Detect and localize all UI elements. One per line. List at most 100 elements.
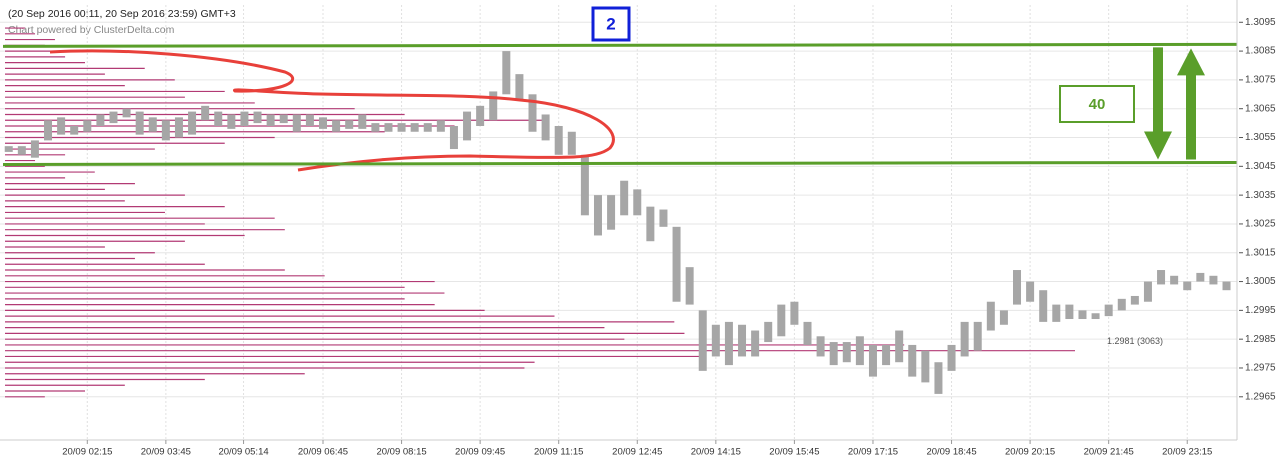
price-bar <box>1078 310 1087 320</box>
price-bar <box>476 105 485 126</box>
y-tick-label: 1.3005 <box>1245 276 1276 287</box>
price-bar <box>1143 281 1152 302</box>
price-bar <box>489 91 498 121</box>
price-bar <box>201 105 210 121</box>
price-bar <box>266 114 275 126</box>
price-bar <box>934 362 943 394</box>
price-bar <box>868 344 877 377</box>
y-tick-label: 1.2995 <box>1245 305 1276 316</box>
price-bar <box>738 324 747 357</box>
price-bar <box>633 189 642 216</box>
level-line <box>2 42 1238 48</box>
price-bar <box>240 111 249 126</box>
price-bar <box>986 301 995 331</box>
price-bar <box>292 114 301 132</box>
price-bar <box>895 330 904 363</box>
price-bar <box>1013 270 1022 305</box>
range-label: 40 <box>1089 96 1106 113</box>
price-bar <box>685 267 694 305</box>
price-bar <box>1209 275 1218 285</box>
x-tick-label: 20/09 14:15 <box>691 447 741 456</box>
price-bar <box>646 206 655 242</box>
price-bars <box>4 51 1231 394</box>
price-bar <box>672 226 681 302</box>
price-bar <box>436 120 445 132</box>
price-bar <box>305 114 314 126</box>
x-tick-label: 20/09 20:15 <box>1005 447 1055 456</box>
price-bar <box>449 125 458 150</box>
chart-title: (20 Sep 2016 00:11, 20 Sep 2016 23:59) G… <box>8 8 236 20</box>
x-tick-label: 20/09 08:15 <box>376 447 426 456</box>
price-bar <box>1065 304 1074 320</box>
price-bar <box>1157 270 1166 285</box>
x-tick-label: 20/09 17:15 <box>848 447 898 456</box>
y-tick-label: 1.3045 <box>1245 161 1276 172</box>
price-bar <box>816 336 825 357</box>
price-bar <box>371 123 380 132</box>
y-tick-label: 1.3065 <box>1245 103 1276 114</box>
price-bar <box>842 342 851 363</box>
price-bar <box>1170 275 1179 285</box>
price-bar <box>973 321 982 351</box>
y-tick-label: 1.3085 <box>1245 46 1276 57</box>
price-bar <box>908 344 917 377</box>
y-tick-label: 1.2985 <box>1245 334 1276 345</box>
price-bar <box>358 114 367 129</box>
price-bar <box>829 342 838 366</box>
price-bar <box>1091 313 1100 320</box>
price-bar <box>1183 281 1192 291</box>
price-bar <box>580 154 589 216</box>
down-arrow <box>1144 47 1172 160</box>
price-bar <box>148 117 157 132</box>
price-bar <box>1104 304 1113 317</box>
price-bar <box>227 114 236 129</box>
poc-label: 1.2981 (3063) <box>1107 336 1163 346</box>
price-bar <box>567 131 576 155</box>
y-tick-label: 1.3095 <box>1245 17 1276 28</box>
price-bar <box>1039 290 1048 322</box>
x-tick-label: 20/09 11:15 <box>534 447 583 456</box>
price-bar <box>764 321 773 343</box>
price-bar <box>620 180 629 216</box>
price-bar <box>790 301 799 325</box>
price-bar <box>17 146 26 155</box>
x-tick-label: 20/09 21:45 <box>1084 447 1134 456</box>
range-box <box>1059 85 1135 123</box>
price-bar <box>30 140 39 158</box>
number-label: 2 <box>606 14 615 33</box>
price-bar <box>44 120 53 141</box>
price-bar <box>855 336 864 366</box>
price-bar <box>659 209 668 227</box>
price-bar <box>1026 281 1035 302</box>
y-tick-label: 1.3055 <box>1245 132 1276 143</box>
price-bar <box>554 125 563 155</box>
price-bar <box>724 321 733 366</box>
price-bar <box>83 120 92 132</box>
price-bar <box>188 111 197 135</box>
price-bar <box>921 350 930 383</box>
price-bar <box>345 120 354 129</box>
level-line <box>2 160 1238 166</box>
price-bar <box>751 330 760 357</box>
volume-profile <box>5 27 1075 398</box>
price-bar <box>70 125 79 135</box>
price-bar <box>502 51 511 95</box>
price-bar <box>777 304 786 337</box>
x-tick-label: 20/09 02:15 <box>62 447 112 456</box>
y-tick-label: 1.3035 <box>1245 190 1276 201</box>
y-tick-label: 1.2975 <box>1245 363 1276 374</box>
price-bar <box>515 74 524 101</box>
price-bar <box>410 123 419 132</box>
price-bar <box>803 321 812 345</box>
price-bar <box>423 123 432 132</box>
x-tick-label: 20/09 09:45 <box>455 447 505 456</box>
y-tick-label: 1.2965 <box>1245 391 1276 402</box>
price-bar <box>463 111 472 141</box>
price-bar <box>214 111 223 126</box>
grid <box>0 5 1237 440</box>
price-bar <box>332 120 341 132</box>
price-bar <box>279 114 288 124</box>
x-tick-label: 20/09 18:45 <box>926 447 976 456</box>
price-bar <box>1222 281 1231 291</box>
price-bar <box>57 117 66 135</box>
